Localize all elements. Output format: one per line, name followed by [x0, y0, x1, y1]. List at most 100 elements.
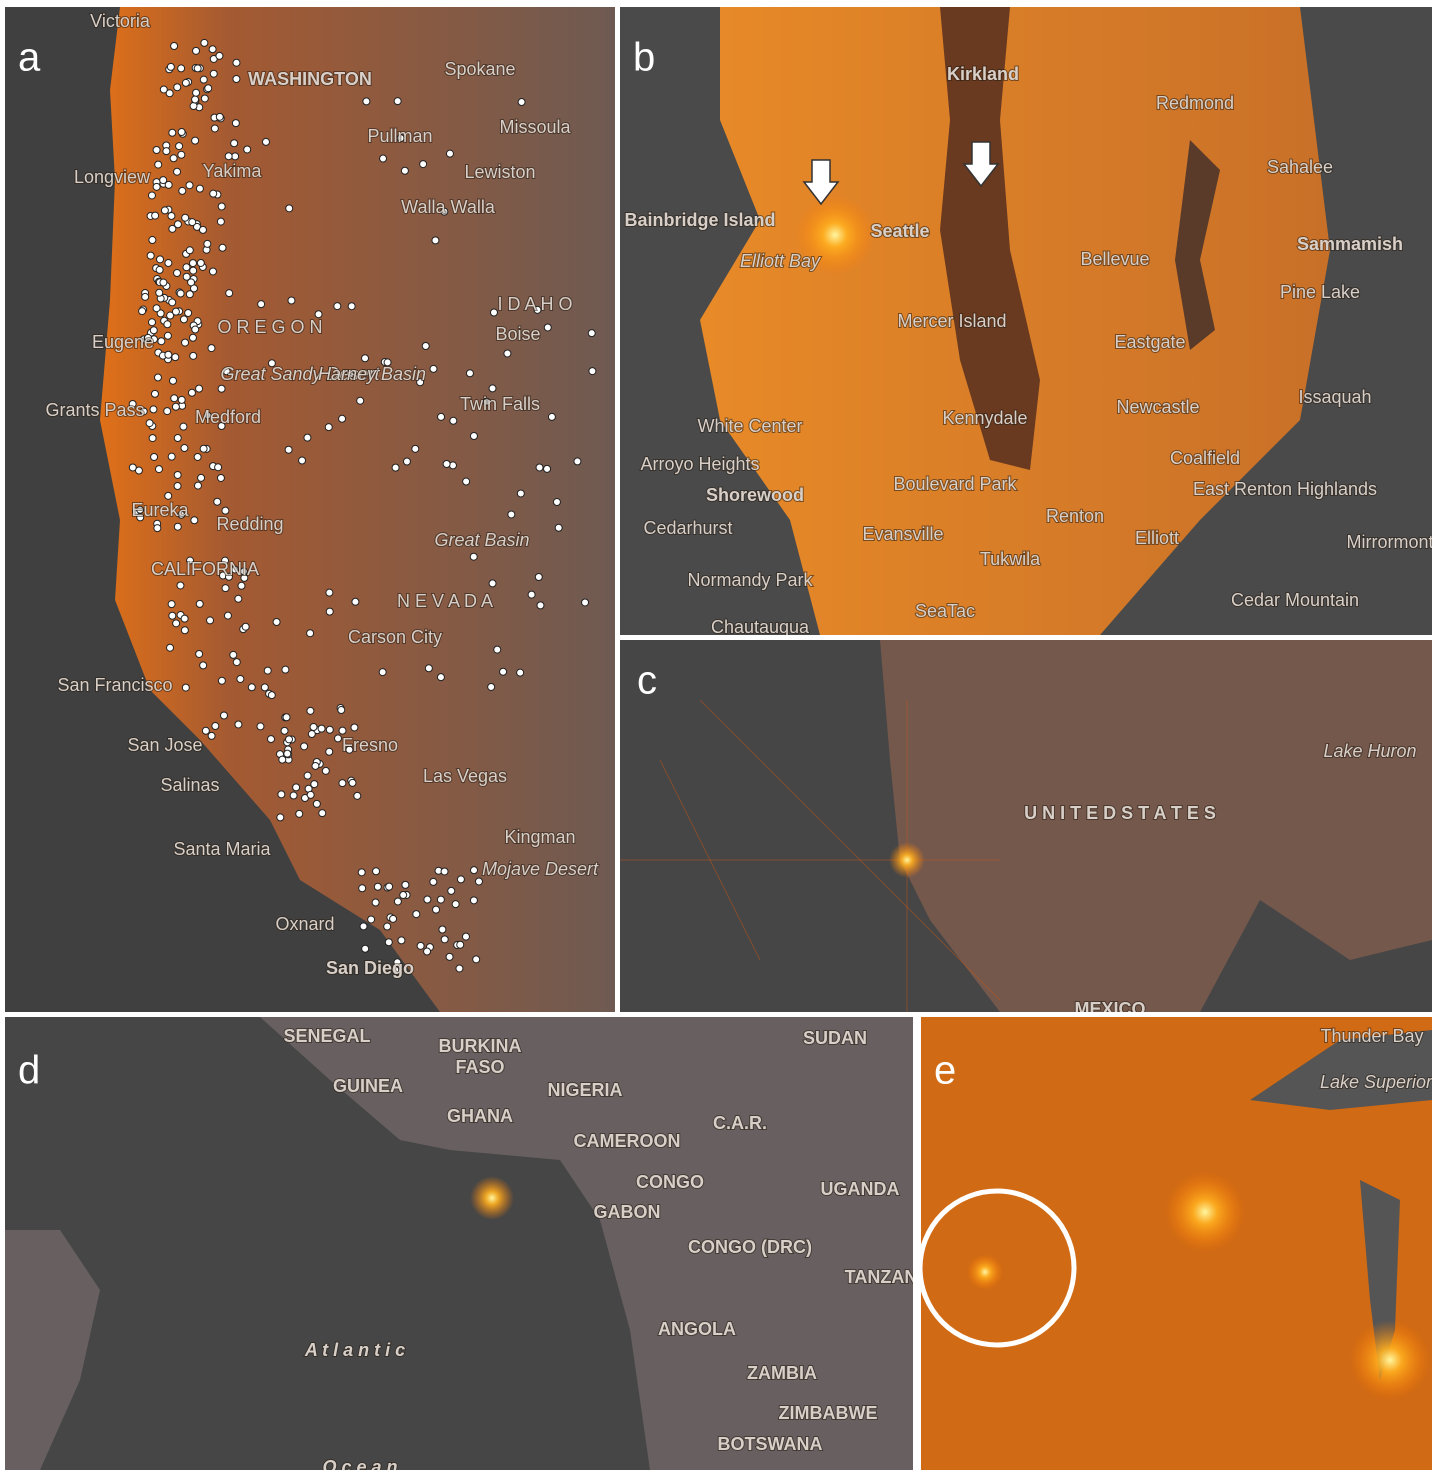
point [268, 692, 275, 699]
point [193, 47, 200, 54]
place-label: Kennydale [942, 408, 1027, 428]
point [424, 948, 431, 955]
point [420, 161, 427, 168]
point [209, 268, 216, 275]
point [211, 125, 218, 132]
point [205, 85, 212, 92]
place-label: SENEGAL [283, 1026, 370, 1046]
place-label: Grants Pass [45, 400, 144, 420]
point [307, 630, 314, 637]
point [282, 666, 289, 673]
place-label: Missoula [499, 117, 571, 137]
point [312, 762, 319, 769]
place-label: N E V A D A [397, 591, 493, 611]
point [334, 735, 341, 742]
point [372, 899, 379, 906]
point [318, 725, 325, 732]
figure: aVictoriaYakimaLongviewWASHINGTONSpokane… [0, 0, 1445, 1473]
place-label: NIGERIA [547, 1080, 622, 1100]
place-label: A t l a n t i c [304, 1340, 405, 1360]
point [326, 748, 333, 755]
point [186, 182, 193, 189]
place-label: GABON [594, 1202, 661, 1222]
place-label: BOTSWANA [718, 1434, 823, 1454]
point [235, 721, 242, 728]
point [422, 342, 429, 349]
point [180, 316, 187, 323]
point [167, 644, 174, 651]
point [432, 237, 439, 244]
point [430, 365, 437, 372]
point [386, 883, 393, 890]
point [196, 385, 203, 392]
place-label: Lewiston [464, 162, 535, 182]
point [194, 453, 201, 460]
point [155, 161, 162, 168]
point [194, 482, 201, 489]
place-label: Mirrormont [1346, 532, 1433, 552]
point [284, 750, 291, 757]
point [168, 212, 175, 219]
point [174, 523, 181, 530]
point [278, 791, 285, 798]
point [233, 59, 240, 66]
place-label: UGANDA [821, 1179, 900, 1199]
point [351, 724, 358, 731]
point [352, 598, 359, 605]
point [214, 498, 221, 505]
place-label: Pine Lake [1280, 282, 1360, 302]
place-label: Elliott [1135, 528, 1179, 548]
point [216, 113, 223, 120]
point [177, 290, 184, 297]
point [548, 413, 555, 420]
point [296, 810, 303, 817]
point [149, 435, 156, 442]
point [363, 98, 370, 105]
point [368, 916, 375, 923]
point [403, 458, 410, 465]
point [307, 791, 314, 798]
point [151, 390, 158, 397]
point [161, 207, 168, 214]
point [360, 923, 367, 930]
point [394, 98, 401, 105]
panel-letter: d [18, 1049, 40, 1093]
point [196, 185, 203, 192]
place-label: Mercer Island [897, 311, 1006, 331]
point [189, 260, 196, 267]
place-label: Chautauqua [711, 617, 810, 637]
point [171, 395, 178, 402]
point [218, 677, 225, 684]
point [326, 608, 333, 615]
point [189, 334, 196, 341]
point [500, 668, 507, 675]
place-label: Yakima [203, 161, 263, 181]
point [168, 453, 175, 460]
point [267, 736, 274, 743]
point [222, 585, 229, 592]
place-label: Salinas [160, 775, 219, 795]
point [230, 651, 237, 658]
point [165, 260, 172, 267]
point [231, 140, 238, 147]
place-label: I D A H O [497, 294, 572, 314]
place-label: Eureka [131, 500, 189, 520]
place-label: Shorewood [706, 485, 804, 505]
panel-b-map [620, 7, 1432, 635]
point [153, 146, 160, 153]
place-label: Carson City [348, 627, 442, 647]
point [181, 445, 188, 452]
point [190, 267, 197, 274]
point [210, 70, 217, 77]
point [437, 674, 444, 681]
point [402, 881, 409, 888]
place-label: Kingman [504, 827, 575, 847]
place-label: San Francisco [57, 675, 172, 695]
point [357, 397, 364, 404]
point [301, 743, 308, 750]
point [148, 192, 155, 199]
point [167, 63, 174, 70]
point [178, 65, 185, 72]
point [202, 727, 209, 734]
point [394, 898, 401, 905]
